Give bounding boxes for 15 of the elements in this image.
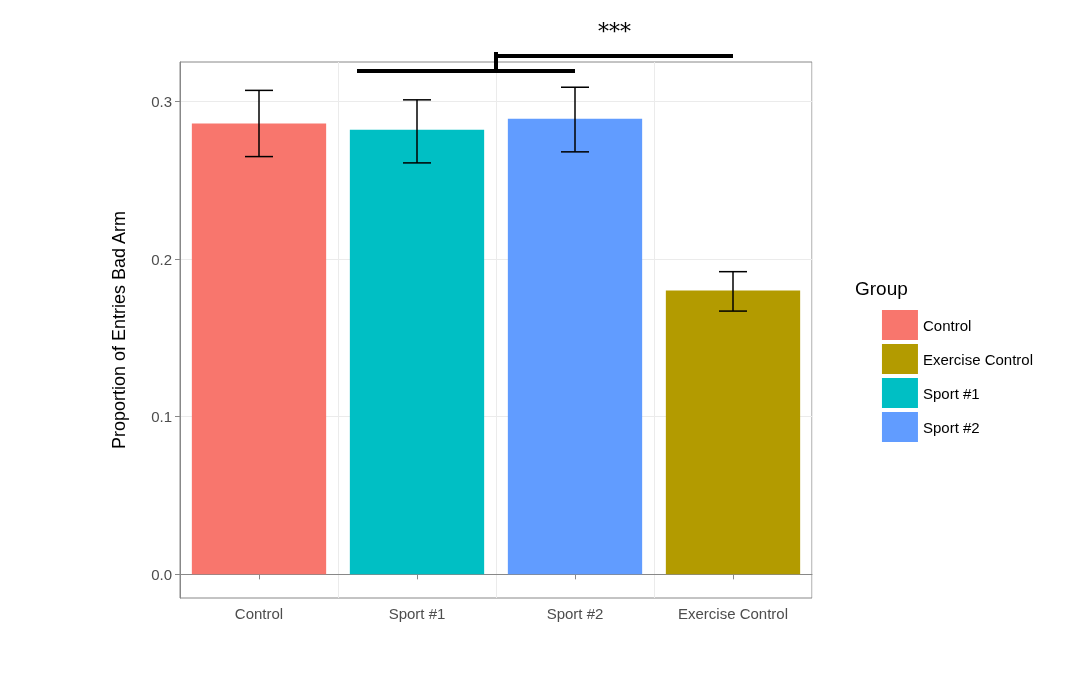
y-tick-label: 0.0 [151, 565, 172, 583]
y-axis-title: Proportion of Entries Bad Arm [109, 210, 129, 450]
legend-label: Sport #2 [922, 418, 980, 436]
x-tick-label: Sport #1 [388, 605, 446, 622]
text: *** [598, 19, 631, 44]
x-tick-label: Exercise Control [677, 605, 789, 622]
legend-label: Sport #1 [922, 384, 980, 402]
y-tick-label: 0.3 [151, 92, 172, 110]
y-tick-label: 0.2 [151, 250, 172, 268]
x-tick-label: Control [234, 605, 284, 622]
legend-title: Group [855, 278, 908, 300]
legend-label: Control [922, 316, 972, 334]
legend-label: Exercise Control [922, 350, 1034, 368]
x-tick-label: Sport #2 [546, 605, 604, 622]
y-tick-label: 0.1 [151, 408, 172, 426]
